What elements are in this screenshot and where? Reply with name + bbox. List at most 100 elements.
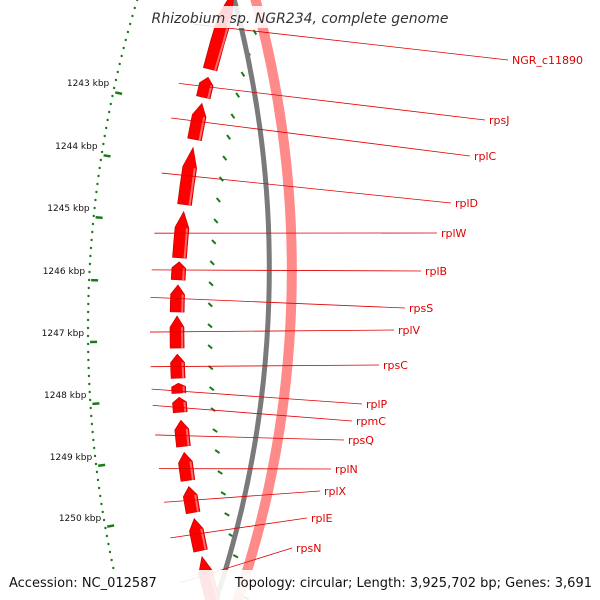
reverse-track-gap xyxy=(215,78,228,84)
outer-tick-dot xyxy=(95,470,99,474)
inner-tick-dash xyxy=(230,113,236,119)
gene-arrow-highlight xyxy=(182,268,185,281)
backbone-layer xyxy=(213,0,297,600)
inner-tick-dash xyxy=(224,512,230,517)
outer-tick-dot xyxy=(99,494,102,498)
gene-label: rplX xyxy=(324,485,347,498)
kbp-tick-mark xyxy=(103,154,111,158)
tick-layer: 1243 kbp 1244 kbp 1245 kbp 1246 kbp 1247 kbp… xyxy=(42,0,258,600)
outer-tick-dot xyxy=(87,278,91,282)
gene-leader-line xyxy=(170,517,308,539)
inner-tick-dash xyxy=(226,134,232,140)
outer-tick-dot xyxy=(90,414,93,418)
inner-tick-dash xyxy=(207,302,213,308)
outer-tick-dot xyxy=(135,0,139,2)
label-layer: NGR_c11890 rpsJ rplC rplD rplW rplB rpsS rplV rp… xyxy=(149,23,583,584)
reverse-track-gap xyxy=(192,449,205,453)
outer-tick-dot xyxy=(100,150,104,154)
outer-tick-dot xyxy=(109,102,112,106)
gene-arrow xyxy=(174,419,191,448)
genome-backbone xyxy=(213,0,272,600)
outer-tick-dot xyxy=(94,198,97,202)
gene-arrow-highlight xyxy=(183,228,188,259)
gene-arrow xyxy=(170,261,187,281)
outer-tick-dot xyxy=(87,294,90,298)
kbp-tick-label: 1246 kbp xyxy=(43,267,86,277)
gene-label: rpsQ xyxy=(348,434,374,447)
gene-leader-line xyxy=(149,329,395,333)
outer-tick-dot xyxy=(90,422,94,426)
outer-tick-dot xyxy=(92,438,95,442)
inner-tick-dash xyxy=(220,491,227,496)
outer-tick-dot xyxy=(131,14,134,18)
gene-leader-line xyxy=(178,82,486,121)
inner-tick-dash xyxy=(207,344,213,350)
reverse-track-gap xyxy=(200,147,213,152)
outer-tick-dot xyxy=(126,30,130,34)
outer-tick-dot xyxy=(91,430,94,434)
outer-tick-dot xyxy=(86,342,90,346)
inner-tick-dash xyxy=(211,239,217,245)
inner-tick-dash xyxy=(214,449,221,454)
gene-leader-line xyxy=(155,434,345,441)
gene-arrow-highlight xyxy=(207,85,213,99)
gene-arrow-highlight xyxy=(194,494,199,512)
gene-leader-line xyxy=(151,269,422,272)
kbp-tick-label: 1245 kbp xyxy=(47,204,90,214)
gene-label: rpsS xyxy=(409,302,433,315)
gene-label: rplC xyxy=(474,150,497,163)
inner-tick-dash xyxy=(209,260,215,266)
topology-text: Topology: circular; Length: 3,925,702 bp… xyxy=(234,576,592,591)
outer-tick-dot xyxy=(105,534,109,538)
gene-leader-line xyxy=(163,490,321,503)
outer-tick-dot xyxy=(107,110,111,114)
outer-tick-dot xyxy=(106,118,109,122)
inner-tick-dash xyxy=(208,386,215,392)
inner-tick-dash xyxy=(215,197,221,203)
gene-label: rplD xyxy=(455,197,478,210)
outer-tick-dot xyxy=(92,214,95,218)
outer-tick-dot xyxy=(87,350,90,354)
kbp-tick-mark xyxy=(107,524,115,528)
gene-label: rplE xyxy=(311,512,333,525)
outer-tick-dot xyxy=(86,334,90,338)
outer-tick-dot xyxy=(107,542,110,546)
outer-tick-dot xyxy=(89,254,92,258)
reverse-track-gap xyxy=(196,482,209,487)
outer-tick-dot xyxy=(112,86,116,90)
outer-tick-dot xyxy=(104,126,108,130)
gene-arrow-highlight xyxy=(183,402,187,412)
outer-tick-dot xyxy=(88,398,92,402)
outer-tick-dot xyxy=(87,374,91,378)
gene-label: rplW xyxy=(441,227,467,240)
inner-tick-dash xyxy=(207,323,213,329)
accession-text: Accession: NC_012587 xyxy=(9,576,157,591)
kbp-tick-mark xyxy=(95,215,103,220)
gene-leader-line xyxy=(152,405,353,422)
gene-label: rplN xyxy=(335,463,358,476)
outer-tick-dot xyxy=(108,550,112,554)
outer-tick-dot xyxy=(87,286,90,290)
outer-tick-dot xyxy=(89,246,93,250)
outer-tick-dot xyxy=(88,382,91,386)
outer-tick-dot xyxy=(110,558,113,562)
reverse-track-gap xyxy=(209,104,222,109)
gene-arrow-highlight xyxy=(200,528,207,550)
inner-tick-dash xyxy=(232,554,239,559)
outer-tick-dot xyxy=(97,174,100,178)
outer-tick-dot xyxy=(86,310,90,314)
outer-tick-dot xyxy=(116,70,119,74)
outer-tick-dot xyxy=(93,206,96,210)
outer-tick-dot xyxy=(102,142,105,146)
gene-label: rpmC xyxy=(356,415,386,428)
title-backdrop xyxy=(152,6,448,28)
outer-tick-dot xyxy=(90,238,93,242)
gene-leader-line xyxy=(171,117,471,157)
outer-tick-dot xyxy=(96,478,100,482)
gene-label: rplV xyxy=(398,324,421,337)
outer-tick-dot xyxy=(95,190,98,194)
outer-tick-dot xyxy=(86,318,90,322)
gene-leader-line xyxy=(150,296,406,309)
kbp-tick-mark xyxy=(114,91,123,96)
